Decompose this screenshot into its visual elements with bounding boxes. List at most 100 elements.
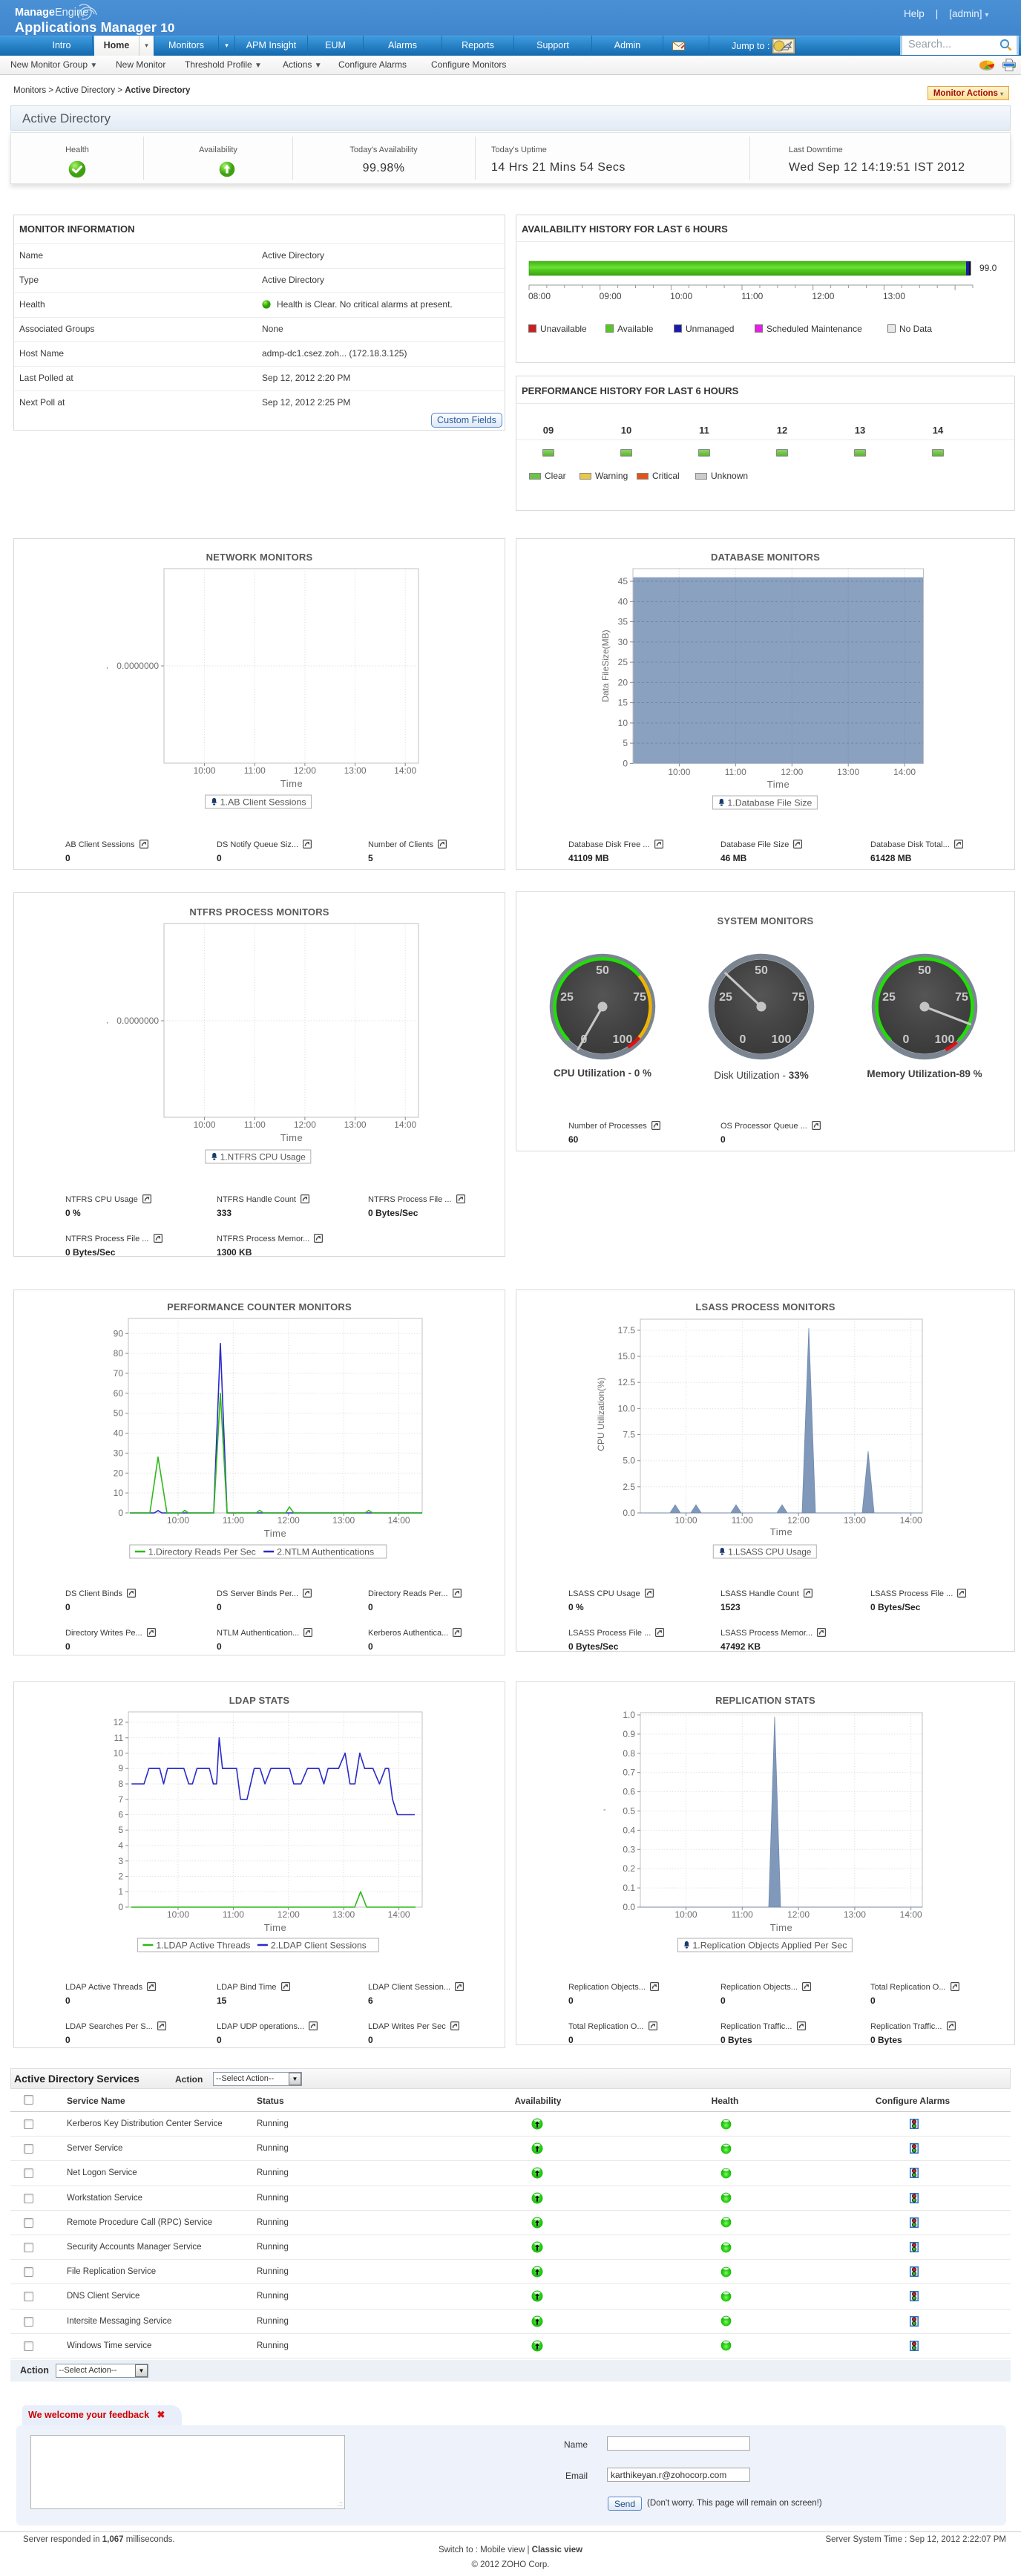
svg-text:1.LSASS CPU Usage: 1.LSASS CPU Usage — [728, 1547, 811, 1557]
svg-text:0: 0 — [903, 1033, 910, 1046]
svg-text:25: 25 — [560, 991, 574, 1004]
svg-text:45: 45 — [618, 576, 628, 586]
svg-text:11:00: 11:00 — [244, 1119, 266, 1130]
svg-text:1.0: 1.0 — [623, 1710, 635, 1720]
svg-text:15: 15 — [618, 698, 628, 708]
svg-text:10:00: 10:00 — [194, 765, 216, 776]
svg-text:13:00: 13:00 — [844, 1909, 866, 1920]
svg-text:0: 0 — [118, 1508, 123, 1518]
svg-text:60: 60 — [114, 1388, 124, 1399]
svg-text:15.0: 15.0 — [618, 1351, 636, 1361]
svg-text:0.0: 0.0 — [623, 1902, 635, 1912]
svg-text:11:00: 11:00 — [732, 1515, 753, 1526]
svg-text:0.9: 0.9 — [623, 1729, 635, 1739]
svg-text:1.Database File Size: 1.Database File Size — [727, 798, 812, 808]
svg-text:0.3: 0.3 — [623, 1844, 635, 1854]
svg-text:2: 2 — [118, 1871, 123, 1882]
svg-text:14:00: 14:00 — [388, 1909, 410, 1920]
svg-text:1.Directory Reads Per Sec: 1.Directory Reads Per Sec — [148, 1547, 256, 1557]
svg-text:14:00: 14:00 — [388, 1515, 410, 1526]
svg-text:11:00: 11:00 — [223, 1909, 244, 1920]
svg-text:2.NTLM Authentications: 2.NTLM Authentications — [277, 1547, 374, 1557]
svg-text:Time: Time — [264, 1528, 286, 1539]
svg-text:13:00: 13:00 — [844, 1515, 866, 1526]
svg-text:25: 25 — [882, 991, 896, 1004]
svg-text:Data FileSize(MB): Data FileSize(MB) — [600, 630, 611, 702]
svg-text:0.0000000: 0.0000000 — [116, 661, 159, 671]
svg-text:10:00: 10:00 — [674, 1515, 697, 1526]
svg-text:9: 9 — [118, 1763, 123, 1774]
svg-text:10:00: 10:00 — [194, 1119, 216, 1130]
svg-text:40: 40 — [618, 596, 628, 607]
svg-text:13:00: 13:00 — [332, 1515, 355, 1526]
svg-text:10: 10 — [114, 1748, 124, 1759]
svg-text:2.5: 2.5 — [623, 1482, 635, 1492]
svg-text:2.LDAP Client Sessions: 2.LDAP Client Sessions — [271, 1941, 367, 1951]
svg-text:3: 3 — [118, 1856, 123, 1866]
svg-text:0.6: 0.6 — [623, 1787, 635, 1797]
svg-text:5: 5 — [118, 1825, 123, 1835]
svg-text:11: 11 — [114, 1733, 124, 1743]
svg-text:0.2: 0.2 — [623, 1863, 635, 1874]
svg-text:0.4: 0.4 — [623, 1825, 635, 1835]
svg-text:13:00: 13:00 — [332, 1909, 355, 1920]
svg-text:10: 10 — [618, 718, 628, 728]
svg-text:0.0000000: 0.0000000 — [116, 1016, 159, 1026]
svg-text:14:00: 14:00 — [900, 1909, 922, 1920]
svg-text:0.8: 0.8 — [623, 1748, 635, 1759]
svg-text:35: 35 — [618, 617, 628, 627]
svg-text:Time: Time — [280, 1132, 303, 1143]
svg-text:8: 8 — [118, 1779, 123, 1789]
svg-text:,: , — [106, 662, 108, 670]
svg-text:Time: Time — [264, 1922, 286, 1933]
svg-text:75: 75 — [792, 991, 805, 1004]
svg-text:11:00: 11:00 — [223, 1515, 244, 1526]
svg-text:1.AB Client Sessions: 1.AB Client Sessions — [220, 797, 306, 808]
svg-text:20: 20 — [114, 1468, 124, 1478]
svg-text:40: 40 — [114, 1428, 124, 1439]
svg-text:Time: Time — [770, 1526, 792, 1537]
svg-text:0: 0 — [118, 1902, 123, 1912]
svg-text:100: 100 — [772, 1033, 792, 1046]
svg-text:0.1: 0.1 — [623, 1883, 635, 1893]
svg-text:10:00: 10:00 — [668, 767, 690, 777]
svg-text:0: 0 — [740, 1033, 746, 1046]
svg-text:50: 50 — [114, 1408, 124, 1419]
svg-text:10:00: 10:00 — [167, 1909, 189, 1920]
svg-text:7.5: 7.5 — [623, 1430, 635, 1440]
svg-text:5.0: 5.0 — [623, 1456, 635, 1466]
svg-text:4: 4 — [118, 1840, 123, 1851]
svg-text:Time: Time — [280, 778, 303, 789]
svg-text:17.5: 17.5 — [618, 1325, 636, 1336]
svg-text:12:00: 12:00 — [278, 1909, 300, 1920]
svg-text:1.Replication Objects Applied: 1.Replication Objects Applied Per Sec — [692, 1941, 847, 1951]
svg-text:11:00: 11:00 — [732, 1909, 753, 1920]
svg-text:0.0: 0.0 — [623, 1508, 635, 1518]
svg-text:12:00: 12:00 — [278, 1515, 300, 1526]
svg-text:5: 5 — [623, 738, 628, 748]
svg-text:50: 50 — [918, 964, 931, 977]
svg-text:7: 7 — [118, 1794, 123, 1805]
svg-text:50: 50 — [596, 964, 609, 977]
svg-text:12:00: 12:00 — [294, 1119, 316, 1130]
svg-text:1: 1 — [118, 1886, 123, 1897]
svg-text:0.5: 0.5 — [623, 1806, 635, 1817]
svg-text:14:00: 14:00 — [394, 765, 416, 776]
svg-text:13:00: 13:00 — [837, 767, 859, 777]
svg-text:75: 75 — [633, 991, 646, 1004]
svg-text:10:00: 10:00 — [674, 1909, 697, 1920]
svg-text:14:00: 14:00 — [394, 1119, 416, 1130]
svg-text:25: 25 — [719, 991, 732, 1004]
svg-text:90: 90 — [114, 1328, 124, 1338]
svg-text:13:00: 13:00 — [344, 1119, 367, 1130]
svg-text:,: , — [106, 1017, 108, 1025]
svg-text:50: 50 — [755, 964, 768, 977]
svg-text:100: 100 — [613, 1033, 633, 1046]
svg-text:12: 12 — [114, 1717, 124, 1727]
svg-text:Time: Time — [770, 1922, 792, 1933]
svg-text:CPU Utilization(%): CPU Utilization(%) — [596, 1377, 606, 1451]
svg-text:0: 0 — [623, 758, 628, 768]
svg-text:11:00: 11:00 — [725, 767, 746, 777]
svg-text:12:00: 12:00 — [787, 1909, 810, 1920]
svg-text:0.7: 0.7 — [623, 1768, 635, 1778]
